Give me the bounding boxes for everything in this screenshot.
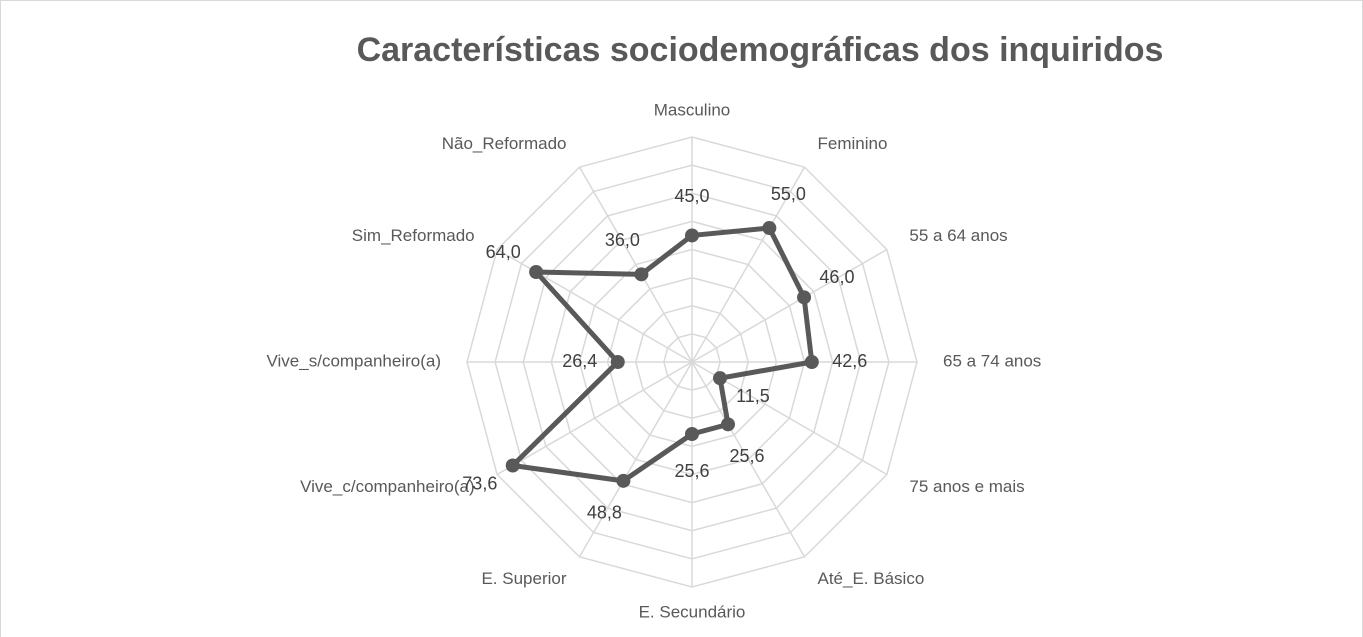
value-label: 64,0 bbox=[486, 242, 521, 262]
value-label: 11,5 bbox=[736, 386, 770, 406]
value-label: 46,0 bbox=[819, 267, 854, 287]
spoke bbox=[691, 248, 888, 363]
category-label: Não_Reformado bbox=[442, 134, 567, 153]
marker bbox=[721, 417, 735, 432]
marker bbox=[685, 427, 699, 441]
marker bbox=[713, 371, 728, 386]
category-label: Sim_Reformado bbox=[352, 226, 475, 245]
marker bbox=[634, 267, 649, 282]
category-label: Vive_s/companheiro(a) bbox=[267, 351, 442, 370]
value-label: 45,0 bbox=[674, 186, 709, 206]
value-label: 48,8 bbox=[587, 503, 622, 523]
marker bbox=[685, 228, 699, 243]
value-label: 42,6 bbox=[832, 351, 867, 371]
marker bbox=[762, 221, 777, 236]
category-label: Feminino bbox=[818, 134, 888, 153]
category-label: E. Secundário bbox=[639, 602, 746, 621]
category-label: 55 a 64 anos bbox=[909, 226, 1007, 245]
category-label: 65 a 74 anos bbox=[943, 351, 1041, 370]
marker bbox=[797, 290, 812, 305]
spoke bbox=[578, 361, 693, 558]
marker bbox=[529, 265, 544, 279]
value-label: 73,6 bbox=[462, 473, 497, 493]
spoke bbox=[691, 166, 806, 363]
category-label: Até_E. Básico bbox=[818, 569, 925, 588]
value-label: 26,4 bbox=[562, 351, 597, 371]
spoke bbox=[496, 361, 693, 476]
spoke bbox=[691, 361, 806, 558]
spoke bbox=[496, 248, 693, 363]
chart-title: Características sociodemográficas dos in… bbox=[357, 31, 1164, 69]
value-label: 25,6 bbox=[729, 446, 764, 466]
spoke bbox=[578, 166, 693, 363]
value-label: 36,0 bbox=[605, 230, 640, 250]
value-label: 25,6 bbox=[674, 461, 709, 481]
marker bbox=[804, 355, 819, 369]
value-label: 55,0 bbox=[771, 184, 806, 204]
category-label: Masculino bbox=[654, 100, 731, 119]
marker bbox=[616, 473, 631, 488]
category-label: 75 anos e mais bbox=[909, 477, 1024, 496]
marker bbox=[610, 355, 625, 369]
marker bbox=[505, 458, 520, 473]
category-label: E. Superior bbox=[481, 569, 566, 588]
category-label: Vive_c/companheiro(a) bbox=[300, 477, 475, 496]
